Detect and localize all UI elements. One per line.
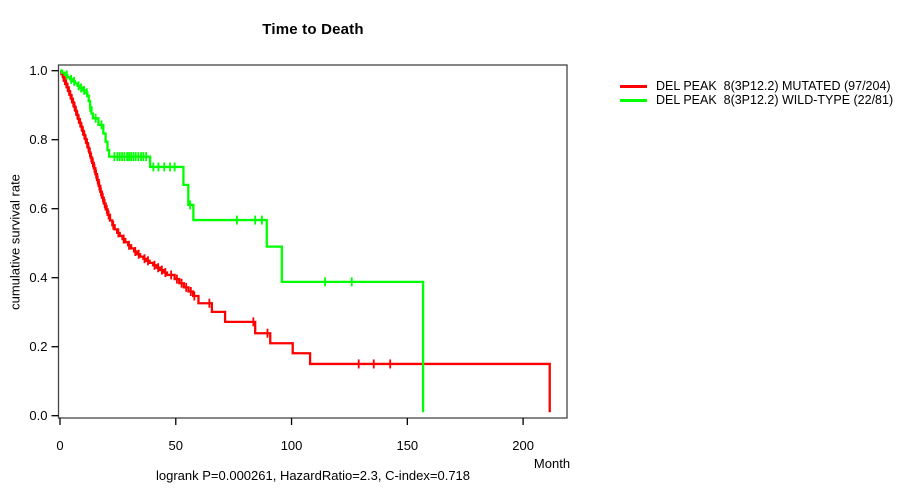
km-curve-wild-type (60, 69, 425, 413)
footer-stats: logrank P=0.000261, HazardRatio=2.3, C-i… (155, 468, 471, 483)
legend-label-wild-type: DEL PEAK 8(3P12.2) WILD-TYPE (22/81) (656, 93, 894, 107)
x-axis-title: Month (533, 456, 571, 471)
x-tick-label: 0 (56, 438, 63, 453)
y-tick-label: 1.0 (29, 63, 47, 78)
x-tick-label: 200 (512, 438, 534, 453)
legend-line-wild-type-icon (620, 98, 647, 102)
y-tick-label: 0.4 (29, 270, 47, 285)
legend-label-mutated: DEL PEAK 8(3P12.2) MUTATED (97/204) (656, 79, 891, 93)
legend-line-mutated-icon (620, 84, 647, 88)
y-tick-label: 0.6 (29, 201, 47, 216)
legend: DEL PEAK 8(3P12.2) MUTATED (97/204) DEL … (620, 79, 893, 107)
km-curve-mutated (60, 69, 551, 413)
chart-title: Time to Death (262, 21, 364, 38)
legend-item-wild-type: DEL PEAK 8(3P12.2) WILD-TYPE (22/81) (620, 93, 893, 107)
x-tick-label: 50 (169, 438, 183, 453)
y-tick-label: 0.2 (29, 339, 47, 354)
x-tick-label: 100 (281, 438, 303, 453)
x-tick-label: 150 (396, 438, 418, 453)
y-tick-label: 0.0 (29, 408, 47, 423)
y-axis-title: cumulative survival rate (7, 174, 23, 310)
y-tick-label: 0.8 (29, 132, 47, 147)
plot-box (57, 64, 568, 419)
legend-item-mutated: DEL PEAK 8(3P12.2) MUTATED (97/204) (620, 79, 893, 93)
